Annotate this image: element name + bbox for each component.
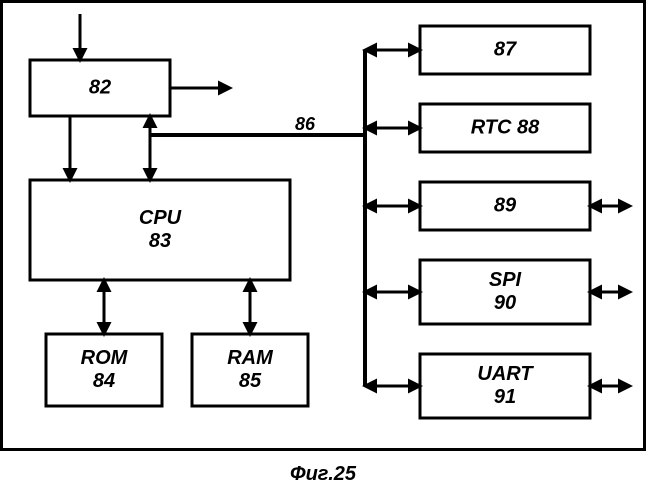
block-89: 89 [420,182,590,230]
block-82: 82 [30,60,170,116]
block-89-label: 89 [494,194,517,216]
block-rom-label: 84 [93,370,115,392]
block-cpu-label: CPU [139,207,182,229]
block-cpu: CPU83 [30,180,290,280]
block-uart-label: UART [477,363,534,385]
block-spi-label: 90 [494,292,516,314]
block-ram-label: RAM [227,347,274,369]
block-spi: SPI90 [420,260,590,324]
block-uart: UART91 [420,354,590,418]
figure-caption: Фиг.25 [290,463,357,485]
block-uart-label: 91 [494,386,516,408]
block-87-label: 87 [494,38,517,60]
block-rtc-label: RTC 88 [471,116,540,138]
block-rtc: RTC 88 [420,104,590,152]
block-ram-label: 85 [239,370,262,392]
block-spi-label: SPI [489,269,522,291]
block-rom: ROM84 [46,334,162,406]
block-cpu-label: 83 [149,230,171,252]
block-82-label: 82 [89,76,111,98]
block-ram: RAM85 [192,334,308,406]
bus-label: 86 [295,114,316,134]
block-rom-label: ROM [81,347,129,369]
block-87: 87 [420,26,590,74]
